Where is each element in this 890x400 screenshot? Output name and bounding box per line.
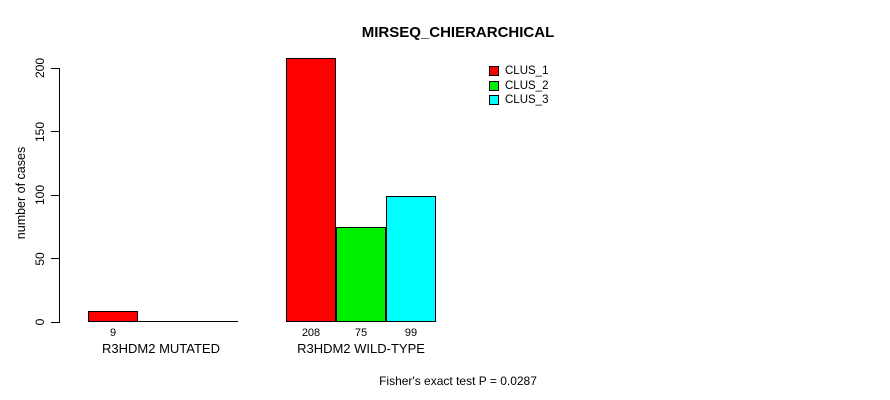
y-tick-label: 50 — [33, 251, 47, 266]
y-tick-label: 100 — [33, 184, 47, 206]
legend-swatch-clus_2 — [489, 80, 499, 91]
legend-label: CLUS_2 — [505, 79, 549, 92]
bar-clus_3-group2 — [386, 196, 436, 322]
y-axis-title: number of cases — [14, 146, 28, 240]
bar-value-label: 75 — [354, 327, 368, 339]
y-tick — [51, 194, 59, 196]
legend-swatch-clus_3 — [489, 95, 499, 105]
zero-bar-baseline — [138, 321, 188, 322]
bar-clus_1-group1 — [88, 310, 138, 322]
y-tick — [51, 131, 59, 132]
footer-note: Fisher's exact test P = 0.0287 — [379, 374, 537, 388]
y-tick-label: 0 — [33, 318, 47, 326]
legend-label: CLUS_3 — [505, 94, 549, 106]
y-tick — [51, 321, 59, 323]
bar-value-label: 9 — [109, 327, 117, 339]
y-tick — [51, 258, 59, 259]
chart-title: MIRSEQ_CHIERARCHICAL — [361, 24, 555, 41]
category-label: R3HDM2 MUTATED — [102, 341, 220, 356]
y-tick — [51, 67, 59, 69]
y-tick-label: 150 — [33, 121, 47, 142]
bar-clus_1-group2 — [286, 57, 336, 322]
legend-swatch-clus_1 — [489, 66, 499, 76]
y-axis-line — [59, 68, 60, 323]
bar-value-label: 208 — [301, 327, 321, 339]
bar-value-label: 99 — [404, 327, 418, 339]
zero-bar-baseline — [188, 321, 238, 322]
legend-label: CLUS_1 — [505, 65, 549, 77]
bar-clus_2-group2 — [336, 226, 386, 322]
category-label: R3HDM2 WILD-TYPE — [297, 341, 425, 356]
y-tick-label: 200 — [33, 57, 47, 79]
